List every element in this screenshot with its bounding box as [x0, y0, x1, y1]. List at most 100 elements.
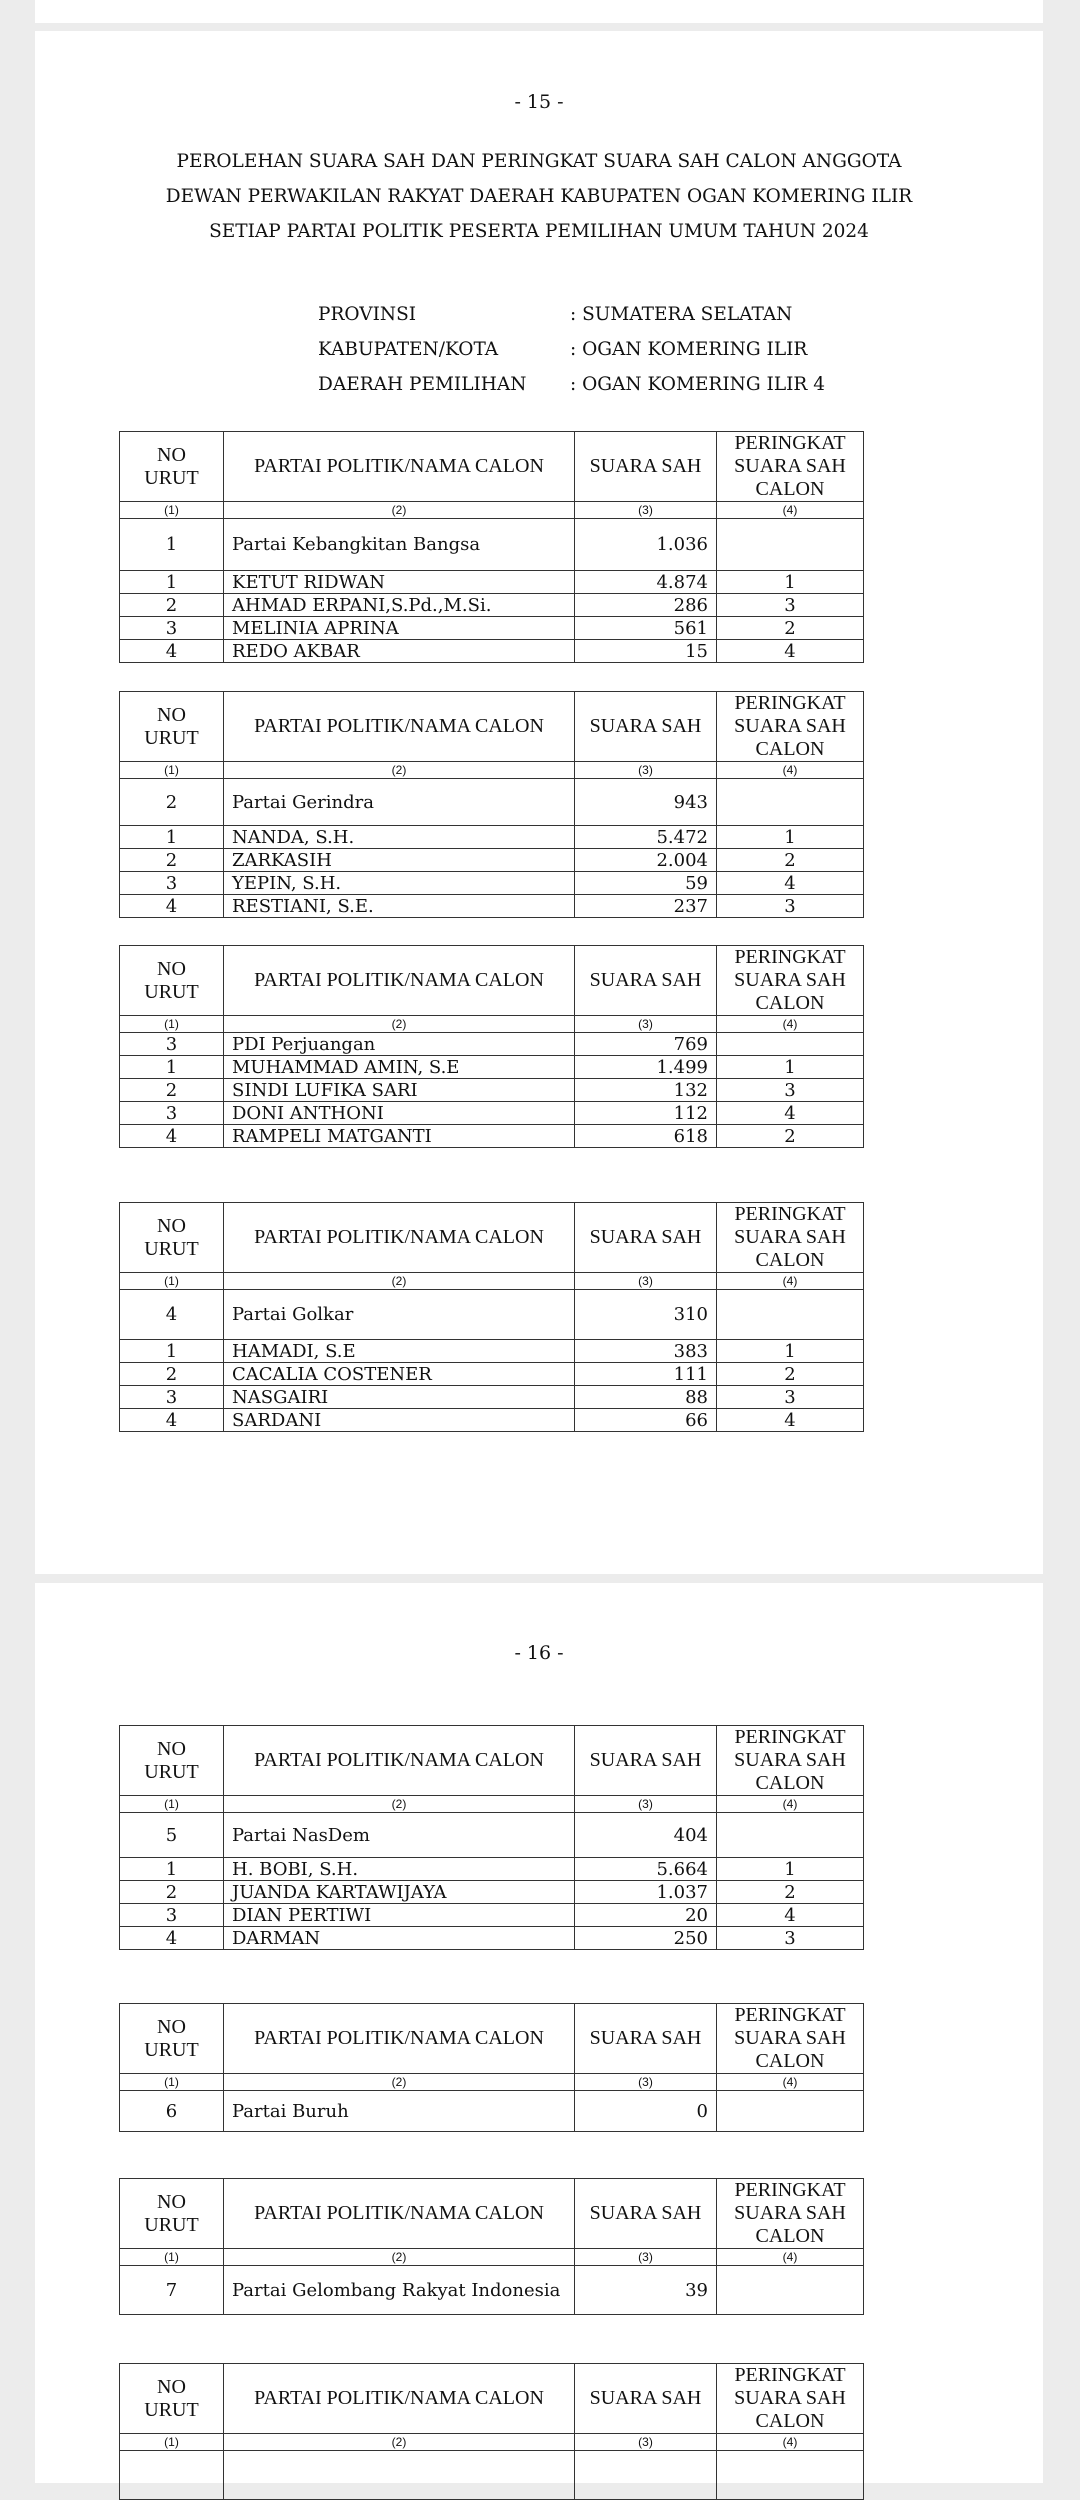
party-row: 3 PDI Perjuangan 769: [119, 1032, 864, 1056]
party-number: 6: [119, 2090, 224, 2132]
candidate-votes: 4.874: [574, 570, 717, 594]
column-index: (2): [223, 501, 575, 519]
party-votes: 39: [574, 2265, 717, 2315]
candidate-rank: 4: [716, 1903, 864, 1927]
column-header-name: PARTAI POLITIK/NAMA CALON: [223, 691, 575, 762]
header-row: NO URUT PARTAI POLITIK/NAMA CALON SUARA SA…: [119, 945, 864, 1016]
header-row: NO URUT PARTAI POLITIK/NAMA CALON SUARA SA…: [119, 2178, 864, 2249]
party-votes: 404: [574, 1812, 717, 1858]
column-index: (4): [716, 2248, 864, 2266]
candidate-name: RAMPELI MATGANTI: [223, 1124, 575, 1148]
candidate-rank: 1: [716, 570, 864, 594]
candidate-name: DONI ANTHONI: [223, 1101, 575, 1125]
column-index: (3): [574, 1015, 717, 1033]
candidate-number: 4: [119, 1408, 224, 1432]
party-row: 7 Partai Gelombang Rakyat Indonesia 39: [119, 2265, 864, 2315]
title-line: PEROLEHAN SUARA SAH DAN PERINGKAT SUARA …: [176, 151, 902, 172]
header-row: NO URUT PARTAI POLITIK/NAMA CALON SUARA SA…: [119, 1202, 864, 1273]
column-index: (2): [223, 1795, 575, 1813]
candidate-votes: 59: [574, 871, 717, 895]
column-header-votes: SUARA SAH: [574, 2003, 717, 2074]
candidate-rank: 1: [716, 1339, 864, 1363]
party-rank: [716, 1812, 864, 1858]
candidate-row: 2 ZARKASIH 2.004 2: [119, 848, 864, 872]
candidate-name: DIAN PERTIWI: [223, 1903, 575, 1927]
candidate-name: NANDA, S.H.: [223, 825, 575, 849]
party-row: 2 Partai Gerindra 943: [119, 778, 864, 826]
candidate-row: 4 RESTIANI, S.E. 237 3: [119, 894, 864, 918]
candidate-rank: 4: [716, 871, 864, 895]
candidate-row: 1 NANDA, S.H. 5.472 1: [119, 825, 864, 849]
party-number: 2: [119, 778, 224, 826]
candidate-name: NASGAIRI: [223, 1385, 575, 1409]
candidate-name: HAMADI, S.E: [223, 1339, 575, 1363]
candidate-number: 2: [119, 1078, 224, 1102]
candidate-votes: 132: [574, 1078, 717, 1102]
vote-table: NO URUT PARTAI POLITIK/NAMA CALON SUARA SA…: [119, 1202, 864, 1432]
column-index-row: (1) (2) (3) (4): [119, 761, 864, 779]
candidate-rank: 3: [716, 1926, 864, 1950]
candidate-row: 1 MUHAMMAD AMIN, S.E 1.499 1: [119, 1055, 864, 1079]
column-index-row: (1) (2) (3) (4): [119, 1272, 864, 1290]
party-name: Partai Kebangkitan Bangsa: [223, 518, 575, 571]
column-index: (3): [574, 761, 717, 779]
vote-table: NO URUT PARTAI POLITIK/NAMA CALON SUARA SA…: [119, 1725, 864, 1950]
header-row: NO URUT PARTAI POLITIK/NAMA CALON SUARA SA…: [119, 691, 864, 762]
column-header-votes: SUARA SAH: [574, 2178, 717, 2249]
candidate-votes: 286: [574, 593, 717, 617]
candidate-votes: 88: [574, 1385, 717, 1409]
candidate-row: 2 JUANDA KARTAWIJAYA 1.037 2: [119, 1880, 864, 1904]
party-votes: 310: [574, 1289, 717, 1340]
column-index: (2): [223, 2433, 575, 2451]
document-title: PEROLEHAN SUARA SAH DAN PERINGKAT SUARA …: [35, 144, 1043, 249]
header-row: NO URUT PARTAI POLITIK/NAMA CALON SUARA SA…: [119, 1725, 864, 1796]
candidate-votes: 66: [574, 1408, 717, 1432]
column-index: (4): [716, 1272, 864, 1290]
column-index: (1): [119, 2073, 224, 2091]
header-row: NO URUT PARTAI POLITIK/NAMA CALON SUARA SA…: [119, 2003, 864, 2074]
column-index: (3): [574, 2248, 717, 2266]
candidate-name: SINDI LUFIKA SARI: [223, 1078, 575, 1102]
info-label: PROVINSI: [318, 304, 417, 325]
column-header-rank: PERINGKAT SUARA SAH CALON: [716, 691, 864, 762]
candidate-row: 3 NASGAIRI 88 3: [119, 1385, 864, 1409]
candidate-rank: 2: [716, 1124, 864, 1148]
party-rank: [716, 1289, 864, 1340]
column-index-row: (1) (2) (3) (4): [119, 1795, 864, 1813]
candidate-rank: 1: [716, 1055, 864, 1079]
candidate-row: 2 AHMAD ERPANI,S.Pd.,M.Si. 286 3: [119, 593, 864, 617]
party-name: PDI Perjuangan: [223, 1032, 575, 1056]
candidate-votes: 237: [574, 894, 717, 918]
info-value: : SUMATERA SELATAN: [570, 304, 793, 325]
column-index-row: (1) (2) (3) (4): [119, 2433, 864, 2451]
candidate-rank: 3: [716, 593, 864, 617]
candidate-number: 2: [119, 593, 224, 617]
party-votes: 769: [574, 1032, 717, 1056]
candidate-row: 3 DIAN PERTIWI 20 4: [119, 1903, 864, 1927]
candidate-number: 2: [119, 848, 224, 872]
party-votes: [574, 2450, 717, 2500]
candidate-rank: 4: [716, 1408, 864, 1432]
column-header-name: PARTAI POLITIK/NAMA CALON: [223, 2003, 575, 2074]
party-row: 6 Partai Buruh 0: [119, 2090, 864, 2132]
info-value: : OGAN KOMERING ILIR: [570, 339, 808, 360]
vote-table: NO URUT PARTAI POLITIK/NAMA CALON SUARA SA…: [119, 691, 864, 918]
column-header-votes: SUARA SAH: [574, 1725, 717, 1796]
column-header-no: NO URUT: [119, 1725, 224, 1796]
candidate-number: 1: [119, 1339, 224, 1363]
previous-page-edge: [35, 0, 1043, 23]
party-rank: [716, 2450, 864, 2500]
vote-table: NO URUT PARTAI POLITIK/NAMA CALON SUARA SA…: [119, 2363, 864, 2500]
column-header-name: PARTAI POLITIK/NAMA CALON: [223, 2178, 575, 2249]
column-header-rank: PERINGKAT SUARA SAH CALON: [716, 945, 864, 1016]
column-index: (4): [716, 501, 864, 519]
candidate-number: 3: [119, 616, 224, 640]
party-votes: 943: [574, 778, 717, 826]
party-number: 5: [119, 1812, 224, 1858]
info-label: DAERAH PEMILIHAN: [318, 374, 527, 395]
candidate-number: 1: [119, 570, 224, 594]
column-header-name: PARTAI POLITIK/NAMA CALON: [223, 2363, 575, 2434]
column-header-votes: SUARA SAH: [574, 691, 717, 762]
party-name: Partai Golkar: [223, 1289, 575, 1340]
header-row: NO URUT PARTAI POLITIK/NAMA CALON SUARA SA…: [119, 2363, 864, 2434]
